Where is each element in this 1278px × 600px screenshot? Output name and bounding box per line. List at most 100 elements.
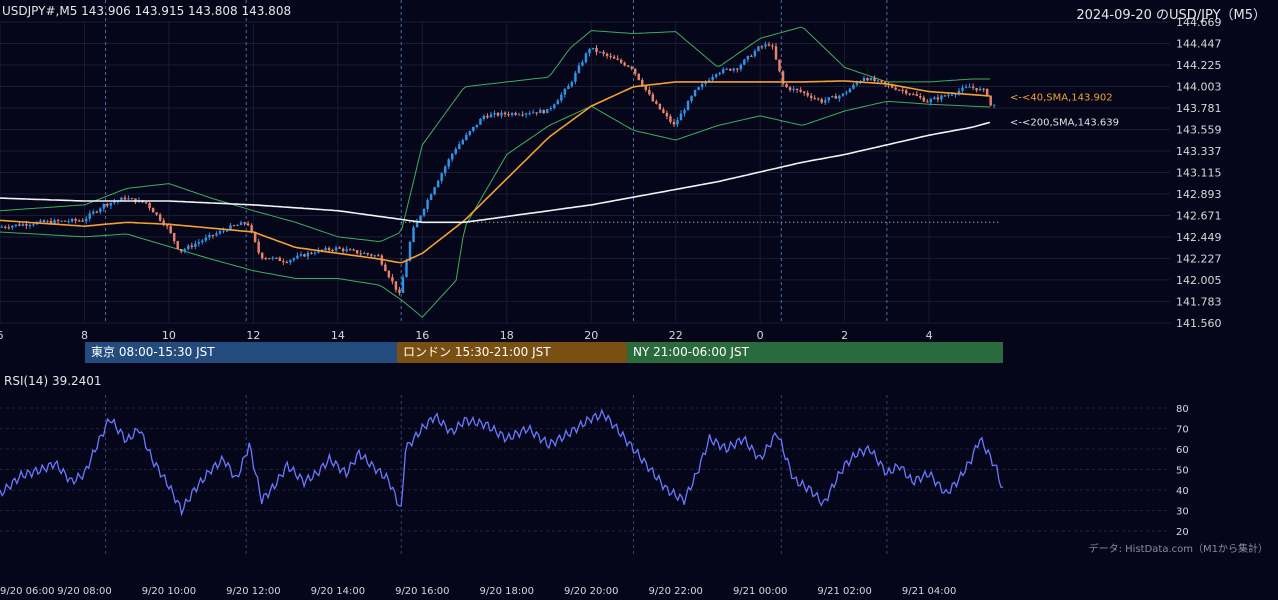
candle-body-down [897,89,901,91]
candle-body-down [926,101,929,103]
candle-body-down [144,202,148,204]
candle-body-down [327,248,331,251]
candle-body-down [398,289,401,294]
candle-body-down [634,68,637,74]
candle-body-down [130,198,134,200]
candle-body-down [387,271,391,278]
price-tick-label: 143.337 [1176,145,1222,158]
candle-body-up [363,253,366,255]
datetime-axis-labels: 9/20 06:00 9/20 08:00 9/20 10:00 9/20 12:00… [0,586,956,597]
candle-body-up [408,241,412,261]
candle-body-up [957,90,961,94]
candle-body-up [827,97,831,101]
datetime-tick-label: 9/20 16:00 [395,586,449,597]
candle-body-down [774,46,778,60]
candle-body-down [985,89,989,96]
candle-body-up [549,107,553,110]
candle-body-down [648,89,651,95]
candle-body-up [563,89,567,95]
price-tick-label: 142.671 [1176,209,1222,222]
candle-body-down [799,89,802,92]
candle-body-down [901,89,904,91]
rsi-label: RSI(14) 39.2401 [4,374,102,388]
candle-body-up [88,213,91,219]
candle-body-up [721,69,725,73]
candle-body-up [588,49,591,54]
datetime-tick-label: 9/20 10:00 [142,586,196,597]
candle-body-up [422,209,426,216]
candle-body-down [919,95,922,98]
candle-body-up [704,82,707,84]
candle-body-up [84,218,88,222]
candle-body-up [700,83,704,88]
candle-body-up [458,144,461,150]
candle-body-up [556,100,560,105]
candle-body-down [619,59,623,63]
candle-body-up [187,245,190,250]
datetime-tick-label: 9/21 04:00 [902,586,956,597]
price-tick-label: 143.559 [1176,123,1222,136]
candle-body-up [0,226,3,228]
candle-body-up [271,257,274,259]
candle-body-down [982,88,985,90]
candle-body-up [697,87,700,90]
price-tick-label: 141.783 [1176,295,1222,308]
candle-body-down [310,252,313,254]
candle-body-down [352,249,355,251]
candle-body-down [18,224,21,226]
time-tick-label: 2 [841,329,848,342]
candle-body-down [391,277,394,282]
candle-body-up [99,208,102,212]
candle-body-down [264,258,267,260]
candle-body-down [609,55,612,57]
candle-body-down [370,254,373,256]
candle-body-up [299,254,303,256]
candle-body-up [718,72,721,75]
candle-body-up [591,47,595,50]
chart-title: 2024-09-20 のUSD/JPY（M5） [1076,8,1266,23]
candle-body-down [912,94,915,96]
candle-body-up [208,234,211,238]
candle-body-up [676,120,679,125]
candle-body-up [461,140,465,145]
candle-body-up [978,88,982,91]
price-tick-label: 143.781 [1176,102,1222,115]
candle-body-up [964,86,968,88]
time-tick-label: 14 [331,329,345,342]
candle-body-up [475,124,479,127]
candle-body-down [4,226,7,228]
candle-body-down [605,53,609,56]
bollinger-upper-line [0,26,990,243]
candle-body-down [626,65,630,67]
candle-body-down [496,113,500,116]
candle-body-down [285,262,289,264]
candle-body-up [447,159,450,167]
rsi-axis-labels: 80 70 60 50 40 30 20 [1176,404,1189,538]
rsi-tick-label: 50 [1176,466,1189,477]
datetime-tick-label: 9/21 00:00 [733,586,787,597]
candle-body-up [693,89,697,97]
candle-body-down [630,66,633,69]
candle-body-down [922,97,926,102]
candle-body-up [426,199,429,210]
candle-body-down [665,112,669,117]
candle-body-down [975,87,978,91]
candle-body-up [546,109,549,114]
candle-body-down [866,78,869,81]
candle-body-up [53,220,56,224]
rsi-series-line [0,408,1004,517]
candle-body-down [778,59,781,72]
candle-body-up [201,240,204,243]
candle-body-up [553,104,556,108]
rsi-tick-label: 20 [1176,527,1189,538]
candle-body-down [158,214,162,221]
candle-body-down [507,114,510,116]
candle-body-up [218,231,222,234]
rsi-line [0,408,1004,517]
candle-body-up [324,248,327,251]
price-tick-label: 141.560 [1176,317,1222,330]
rsi-tick-label: 80 [1176,404,1189,415]
candle-body-down [915,94,919,96]
candle-body-up [429,194,433,200]
